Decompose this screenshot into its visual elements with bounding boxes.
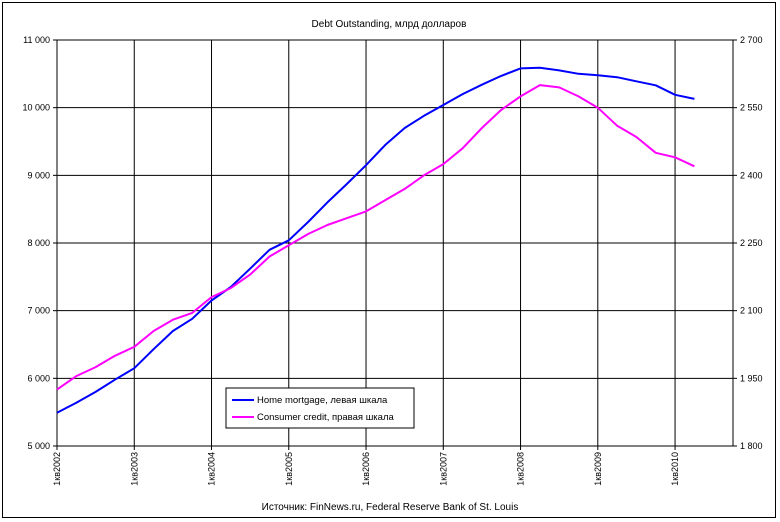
right-tick-label: 1 950: [740, 373, 763, 383]
chart-title: Debt Outstanding, млрд долларов: [312, 19, 467, 30]
left-tick-label: 10 000: [22, 103, 50, 113]
legend-box: [225, 387, 415, 429]
x-tick-label: 1кв2009: [593, 452, 603, 486]
x-tick-label: 1кв2005: [284, 452, 294, 486]
consumer-credit-line: [56, 84, 695, 391]
x-tick-label: 1кв2008: [516, 452, 526, 486]
right-tick-label: 2 100: [740, 306, 763, 316]
legend: Home mortgage, левая шкала Consumer credi…: [225, 387, 415, 429]
right-tick-label: 2 700: [740, 35, 763, 45]
x-tick-label: 1кв2007: [438, 452, 448, 486]
right-tick-label: 1 800: [740, 441, 763, 451]
left-tick-label: 7 000: [27, 306, 50, 316]
right-tick-label: 2 550: [740, 103, 763, 113]
x-tick-label: 1кв2002: [52, 452, 62, 486]
x-tick-label: 1кв2004: [207, 452, 217, 486]
grid: [56, 39, 733, 447]
home-mortgage-line: [56, 66, 695, 414]
x-tick-label: 1кв2006: [361, 452, 371, 486]
left-tick-label: 11 000: [23, 35, 50, 45]
right-tick-label: 2 400: [740, 170, 763, 180]
left-tick-label: 6 000: [27, 373, 50, 383]
left-tick-label: 9 000: [27, 170, 50, 180]
left-tick-label: 8 000: [27, 238, 50, 248]
x-tick-label: 1кв2003: [129, 452, 139, 486]
plot-area-border: [56, 39, 734, 447]
axes: 5 000 6 000 7 000 8 000 9 000 10 000 11 000 1 8…: [22, 35, 762, 486]
left-tick-label: 5 000: [27, 441, 50, 451]
series-lines: [56, 66, 695, 414]
right-tick-label: 2 250: [740, 238, 763, 248]
x-tick-label: 1кв2010: [670, 452, 680, 486]
source-caption: Источник: FinNews.ru, Federal Reserve Ba…: [262, 502, 519, 513]
legend-label: Consumer credit, правая шкала: [257, 412, 395, 423]
legend-label: Home mortgage, левая шкала: [257, 395, 388, 406]
